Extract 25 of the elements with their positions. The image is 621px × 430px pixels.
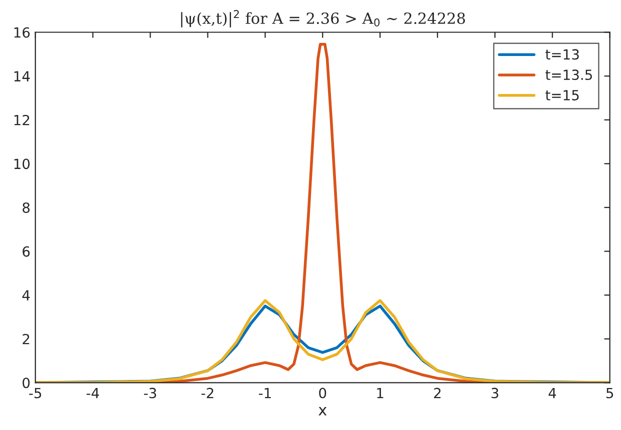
x-tick-label: 5: [606, 388, 614, 398]
x-tick-label: 2: [434, 388, 441, 398]
x-tick-label: -4: [86, 388, 99, 398]
x-tick-label: 0: [319, 388, 326, 398]
y-tick-label: 2: [22, 334, 30, 344]
y-tick-label: 16: [14, 27, 30, 38]
chart-title: |ψ(x,t)|$^{2}$ for A = 2.36 > A$_{0}$ ∼ 2.24228: [181, 10, 465, 28]
legend-label: t=13.5: [546, 70, 592, 80]
y-tick-label: 12: [14, 114, 30, 126]
x-tick-label: -3: [144, 388, 156, 398]
x-tick-label: -2: [201, 388, 214, 398]
y-tick-label: 10: [14, 158, 30, 170]
y-tick-label: 14: [14, 71, 30, 82]
y-tick-label: 6: [22, 246, 30, 257]
x-axis-title: x: [318, 407, 327, 416]
x-tick-label: 3: [492, 388, 498, 398]
x-tick-label: -1: [258, 388, 271, 398]
legend-label: t=13: [546, 49, 579, 60]
legend-label: t=15: [546, 90, 579, 100]
y-tick-label: 0: [22, 378, 30, 388]
y-tick-label: 4: [22, 290, 30, 300]
x-tick-label: -5: [29, 388, 42, 398]
x-tick-label: 4: [548, 388, 556, 398]
y-tick-label: 8: [22, 202, 30, 213]
x-tick-label: 1: [377, 388, 384, 398]
